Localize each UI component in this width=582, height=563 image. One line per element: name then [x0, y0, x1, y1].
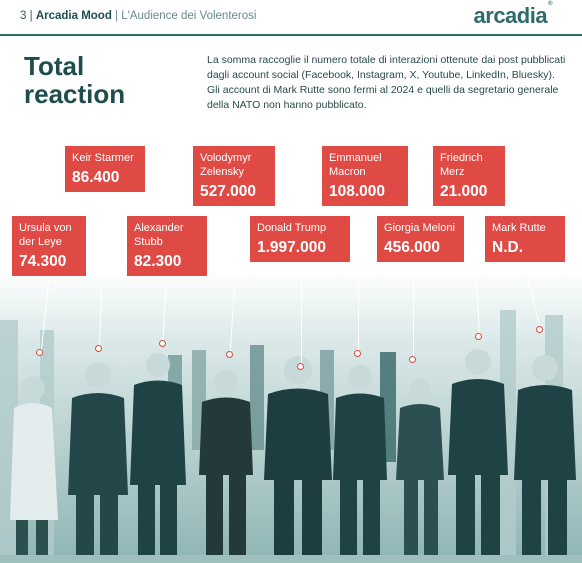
header-breadcrumb: 3 | Arcadia Mood | L'Audience dei Volent… — [20, 10, 256, 22]
label-alexander-stubb: Alexander Stubb 82.300 — [127, 216, 207, 276]
leader-reactions: 21.000 — [440, 183, 488, 200]
leader-name: Donald Trump — [257, 222, 327, 234]
leader-reactions: 82.300 — [134, 253, 182, 270]
leader-reactions: 527.000 — [200, 183, 257, 200]
brand-name: Arcadia Mood — [35, 10, 112, 22]
leader-name: Friedrich Merz — [440, 152, 483, 178]
label-volodymyr-zelensky: Volodymyr Zelensky 527.000 — [193, 146, 275, 206]
title-line-2: reaction — [24, 79, 126, 109]
title-line-1: Total — [24, 51, 85, 81]
leader-name: Alexander Stubb — [134, 222, 184, 248]
label-donald-trump: Donald Trump 1.997.000 — [250, 216, 350, 262]
label-emmanuel-macron: Emmanuel Macron 108.000 — [322, 146, 408, 206]
leader-reactions: 74.300 — [19, 253, 67, 270]
label-keir-starmer: Keir Starmer 86.400 — [65, 146, 145, 192]
leader-reactions: 86.400 — [72, 169, 120, 186]
leader-reactions: N.D. — [492, 239, 523, 256]
logo-registered-mark: ® — [548, 0, 552, 7]
leader-name: Keir Starmer — [72, 152, 134, 164]
header-subtitle: L'Audience dei Volenterosi — [121, 10, 257, 22]
header-separator-2: | — [115, 10, 119, 22]
page-number: 3 — [20, 10, 27, 22]
label-giorgia-meloni: Giorgia Meloni 456.000 — [377, 216, 464, 262]
leader-reactions: 1.997.000 — [257, 239, 326, 256]
leader-reactions: 456.000 — [384, 239, 441, 256]
people-silhouettes — [10, 349, 576, 558]
header-separator: | — [29, 10, 33, 22]
label-friedrich-merz: Friedrich Merz 21.000 — [433, 146, 505, 206]
leader-name: Giorgia Meloni — [384, 222, 455, 234]
intro-paragraph: La somma raccoglie il numero totale di i… — [207, 54, 566, 111]
label-ursula-von-der-leyen: Ursula von der Leye 74.300 — [12, 216, 86, 276]
label-mark-rutte: Mark Rutte N.D. — [485, 216, 565, 262]
leader-name: Ursula von der Leye — [19, 222, 72, 248]
leader-name: Volodymyr Zelensky — [200, 152, 252, 178]
leaders-group-photo — [0, 270, 582, 563]
leader-name: Emmanuel Macron — [329, 152, 382, 178]
leader-reactions: 108.000 — [329, 183, 386, 200]
arcadia-logo: arcadia® — [473, 0, 553, 29]
page-title: Total reaction — [24, 52, 125, 108]
leader-name: Mark Rutte — [492, 222, 546, 234]
logo-text: arcadia — [473, 3, 548, 28]
page-header: 3 | Arcadia Mood | L'Audience dei Volent… — [0, 0, 582, 34]
header-divider — [0, 34, 582, 36]
